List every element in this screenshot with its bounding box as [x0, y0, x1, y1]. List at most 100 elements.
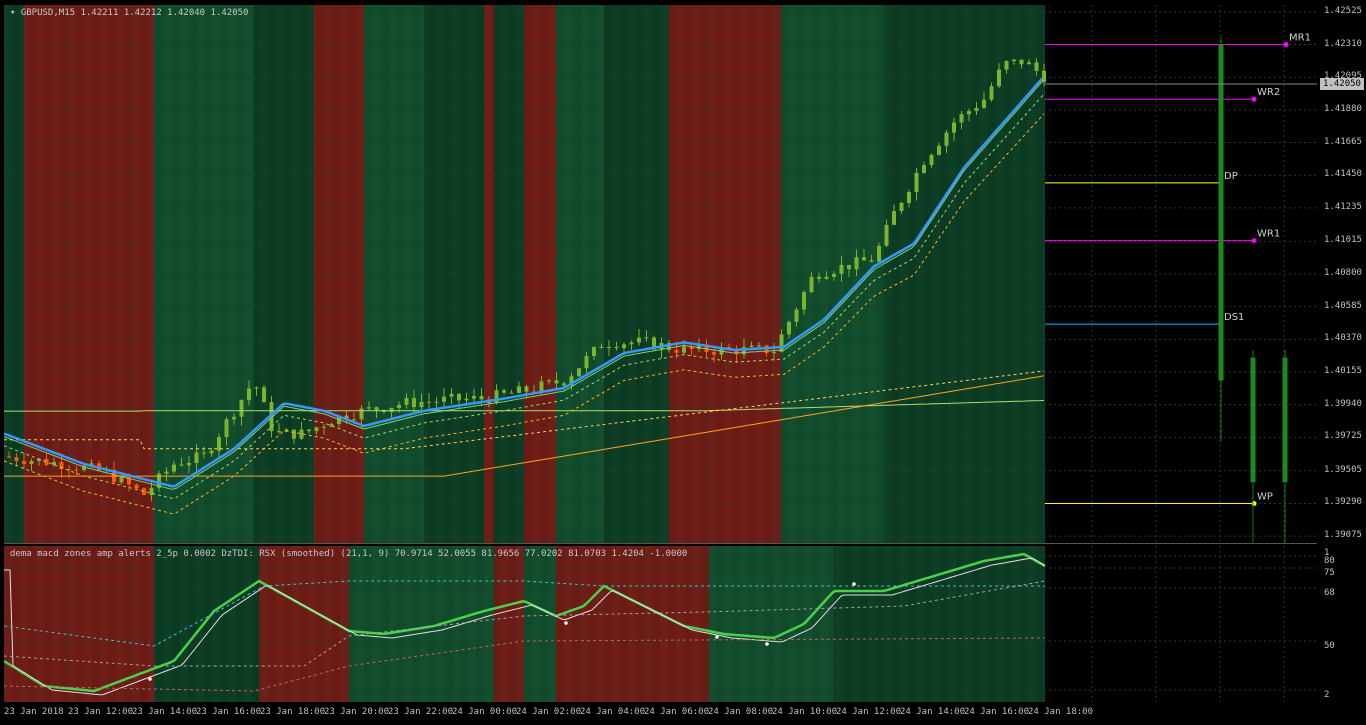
price-axis[interactable]: 1.42525 1.42310 1.42095 1.41880 1.41665 1.414… — [1318, 5, 1366, 543]
osc-tick-label: 80 — [1324, 556, 1335, 566]
chart-mark — [997, 69, 1001, 87]
price-tick-label: 1.40800 — [1324, 268, 1362, 278]
chart-mark — [148, 677, 152, 681]
chart-mark — [372, 546, 380, 702]
chart-mark — [134, 484, 139, 489]
chart-mark — [52, 546, 60, 702]
time-axis[interactable]: 23 Jan 2018 23 Jan 12:00 23 Jan 14:00 23 Ja… — [4, 702, 1317, 725]
chart-mark — [824, 276, 829, 279]
chart-mark — [212, 546, 220, 702]
pivot-label: WP — [1257, 491, 1273, 502]
chart-mark — [269, 402, 274, 432]
osc-tick-label: 50 — [1324, 641, 1335, 651]
chart-mark — [132, 546, 140, 702]
chart-mark — [397, 404, 401, 408]
chart-mark — [1004, 61, 1009, 70]
chart-mark — [22, 461, 26, 465]
chart-mark — [67, 469, 71, 471]
chart-mark — [329, 424, 334, 427]
chart-mark — [734, 348, 739, 355]
chart-mark — [922, 165, 926, 173]
chart-mark — [1282, 357, 1288, 483]
chart-mark — [834, 546, 1045, 702]
chart-mark — [980, 546, 988, 702]
chart-mark — [629, 342, 634, 345]
time-tick-label: 23 Jan 18:00 — [260, 707, 326, 717]
chart-mark — [996, 546, 1004, 702]
chart-mark — [964, 546, 972, 702]
chart-mark — [569, 376, 574, 386]
chart-mark — [929, 154, 934, 166]
osc-tick-label: 75 — [1324, 568, 1335, 578]
chart-mark — [832, 273, 836, 277]
pivot-label: WR1 — [1257, 229, 1280, 240]
chart-mark — [899, 203, 904, 212]
chart-mark — [479, 395, 484, 400]
chart-mark — [116, 546, 124, 702]
chart-mark — [932, 546, 940, 702]
chart-mark — [4, 580, 1045, 647]
price-chart-pane[interactable]: MR1 WR2 DP WR1 DS1 WP ▾ GBPUSD,M15 1.42211 1.… — [4, 5, 1317, 544]
chart-mark — [464, 398, 469, 401]
oscillator-pane[interactable]: dema macd zones amp alerts 2_5p 0.0002 D… — [4, 546, 1317, 702]
chart-mark — [164, 471, 169, 474]
time-tick-label: 24 Jan 18:00 — [1028, 707, 1094, 717]
collapse-arrow-icon[interactable]: ▾ — [10, 8, 16, 18]
chart-mark — [614, 346, 619, 349]
chart-mark — [564, 621, 568, 625]
chart-mark — [802, 292, 806, 310]
close-value: 1.42050 — [210, 8, 249, 18]
chart-mark — [900, 546, 908, 702]
symbol-name: GBPUSD,M15 — [20, 8, 76, 18]
chart-mark — [749, 345, 754, 347]
time-tick-label: 24 Jan 04:00 — [580, 707, 646, 717]
price-tick-label: 1.39725 — [1324, 431, 1362, 442]
chart-mark — [907, 192, 911, 204]
chart-mark — [472, 395, 476, 399]
chart-mark — [419, 401, 424, 408]
chart-mark — [937, 145, 941, 155]
price-tick-label: 1.39940 — [1324, 398, 1362, 409]
chart-mark — [877, 245, 881, 262]
chart-mark — [4, 557, 1046, 696]
chart-mark — [1251, 96, 1257, 102]
price-tick-label: 1.39505 — [1324, 464, 1362, 475]
chart-mark — [839, 264, 844, 274]
chart-mark — [756, 546, 764, 702]
pivot-label: MR1 — [1289, 33, 1311, 44]
chart-mark — [637, 337, 641, 343]
chart-mark — [7, 456, 11, 458]
chart-mark — [277, 431, 281, 433]
chart-mark — [427, 401, 431, 403]
chart-mark — [509, 392, 514, 394]
price-tick-label: 1.42310 — [1324, 38, 1362, 49]
chart-mark — [708, 546, 716, 702]
chart-mark — [308, 546, 316, 702]
chart-mark — [4, 93, 1045, 499]
chart-mark — [1019, 59, 1024, 65]
time-tick-label: 24 Jan 10:00 — [772, 707, 838, 717]
chart-mark — [260, 546, 268, 702]
chart-mark — [884, 224, 889, 246]
oscillator-axis[interactable]: 1 80 75 68 50 2 — [1318, 546, 1366, 702]
chart-mark — [884, 546, 892, 702]
price-tick-label: 1.42095 — [1324, 71, 1362, 82]
chart-mark — [967, 111, 971, 115]
chart-mark — [974, 107, 979, 112]
chart-mark — [502, 390, 506, 393]
chart-mark — [307, 429, 311, 432]
chart-mark — [187, 462, 191, 466]
chart-mark — [247, 388, 251, 401]
chart-mark — [324, 546, 332, 702]
chart-mark — [577, 368, 581, 377]
chart-mark — [404, 546, 412, 702]
chart-mark — [59, 461, 64, 470]
chart-mark — [29, 460, 34, 465]
chart-mark — [548, 546, 556, 702]
chart-mark — [562, 383, 566, 386]
chart-mark — [194, 452, 199, 463]
chart-mark — [847, 264, 851, 270]
chart-mark — [420, 546, 428, 702]
chart-mark — [157, 473, 161, 488]
chart-mark — [596, 546, 604, 702]
